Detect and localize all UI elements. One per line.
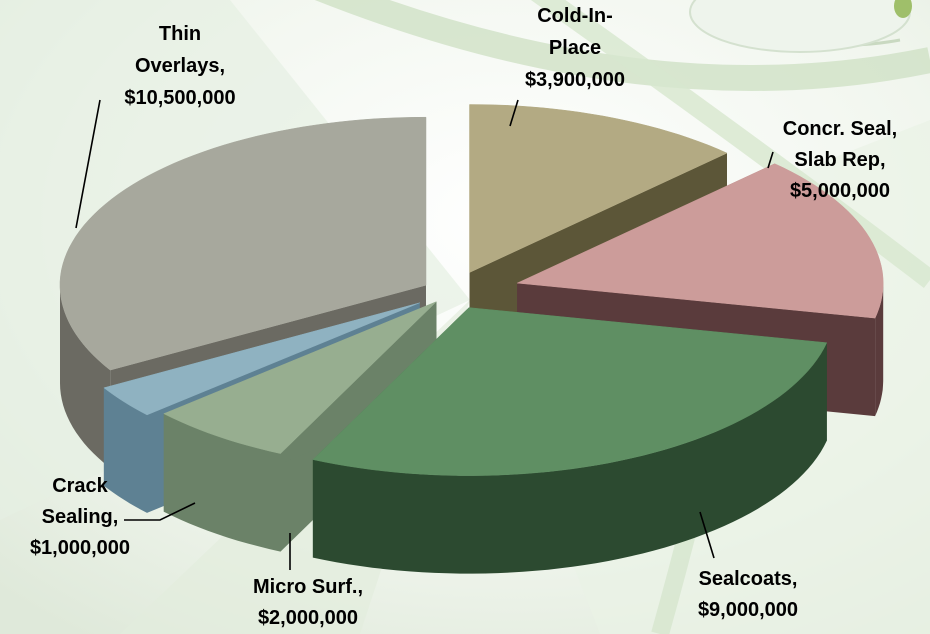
pie-slice-wall-2-0: [312, 342, 827, 574]
slice-label-2: Sealcoats, $9,000,000: [698, 568, 798, 621]
pie-slice-wall-1-0: [875, 283, 884, 417]
pie-slice-2: [312, 307, 828, 476]
pie-slice-wall-4-0: [103, 387, 147, 513]
slice-name-5-0: Thin: [159, 23, 201, 45]
pie-slice-1: [516, 163, 884, 319]
pie-slice-0: [469, 104, 728, 273]
slice-value-3: $2,000,000: [258, 607, 358, 629]
slice-name-4-0: Crack: [52, 475, 108, 497]
slice-label-0: Cold-In- Place $3,900,000: [525, 5, 625, 91]
slice-label-1: Concr. Seal, Slab Rep, $5,000,000: [783, 118, 898, 202]
leader-line-5: [75, 99, 101, 229]
leader-line-4: [124, 502, 196, 521]
leader-line-2: [699, 511, 715, 559]
slice-name-0-0: Cold-In-: [537, 5, 613, 27]
slice-value-2: $9,000,000: [698, 599, 798, 621]
slice-name-3-0: Micro Surf.,: [253, 576, 363, 598]
pie-slice-5: [59, 116, 427, 371]
slice-name-1-0: Concr. Seal,: [783, 118, 898, 140]
pie-slice-group-2: [312, 307, 828, 574]
label-leaders: [75, 99, 774, 570]
slice-labels: Cold-In- Place $3,900,000 Concr. Seal, Slab …: [30, 5, 897, 629]
slice-name-1-1: Slab Rep,: [794, 149, 885, 171]
slice-name-0-1: Place: [549, 37, 601, 59]
leader-line-1: [767, 151, 774, 169]
pie-slice-3: [163, 301, 437, 454]
slice-value-1: $5,000,000: [790, 180, 890, 202]
slice-label-4: Crack Sealing, $1,000,000: [30, 475, 130, 559]
slice-label-5: Thin Overlays, $10,500,000: [124, 23, 235, 109]
slice-value-4: $1,000,000: [30, 537, 130, 559]
pie-slice-wall-3-0: [163, 413, 281, 552]
slice-value-0: $3,900,000: [525, 69, 625, 91]
leader-line-0: [509, 99, 519, 127]
slice-name-2-0: Sealcoats,: [699, 568, 798, 590]
slice-name-5-1: Overlays,: [135, 55, 225, 77]
pie-slice-wall-5-0: [60, 285, 111, 469]
slice-value-5: $10,500,000: [124, 87, 235, 109]
pie-slice-4: [103, 302, 420, 416]
slice-label-3: Micro Surf., $2,000,000: [253, 576, 363, 629]
slice-name-4-1: Sealing,: [42, 506, 119, 528]
pie-3d-slices: [59, 104, 884, 574]
